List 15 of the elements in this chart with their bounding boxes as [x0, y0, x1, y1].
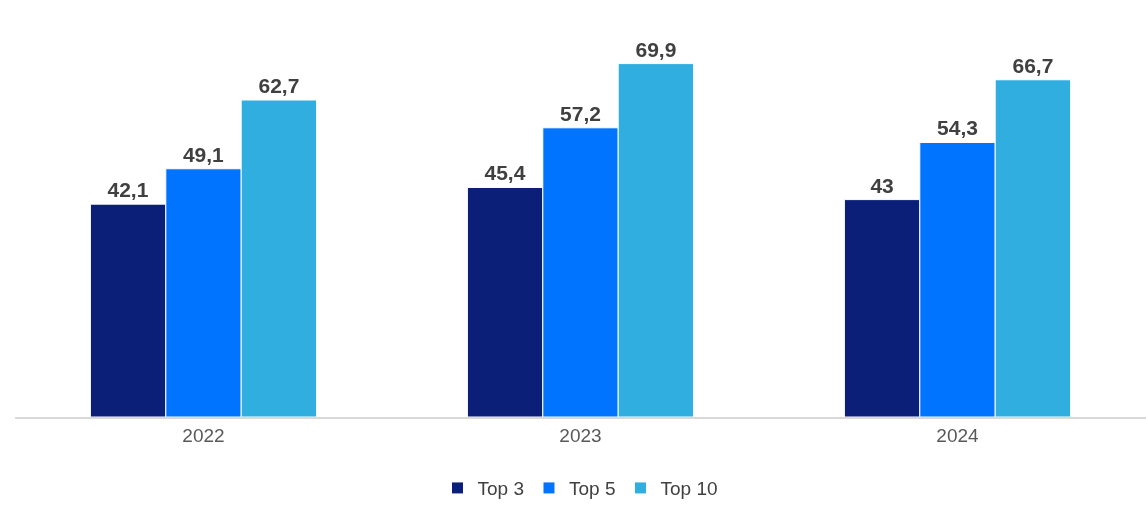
x-tick-label: 2023 — [559, 424, 602, 446]
data-label: 57,2 — [560, 101, 601, 125]
data-label: 42,1 — [107, 178, 149, 202]
data-label: 54,3 — [937, 116, 978, 140]
legend-label: Top 3 — [477, 478, 524, 500]
legend-label: Top 5 — [568, 478, 616, 500]
data-label: 49,1 — [182, 142, 225, 166]
x-tick-label: 2022 — [182, 424, 225, 446]
data-label: 45,4 — [484, 161, 526, 185]
data-label: 69,9 — [635, 37, 677, 61]
data-label: 43 — [870, 173, 894, 197]
legend-label: Top 10 — [660, 478, 718, 500]
x-tick-label: 2024 — [936, 424, 980, 446]
data-label: 66,7 — [1012, 53, 1054, 77]
data-label: 62,7 — [258, 74, 300, 97]
